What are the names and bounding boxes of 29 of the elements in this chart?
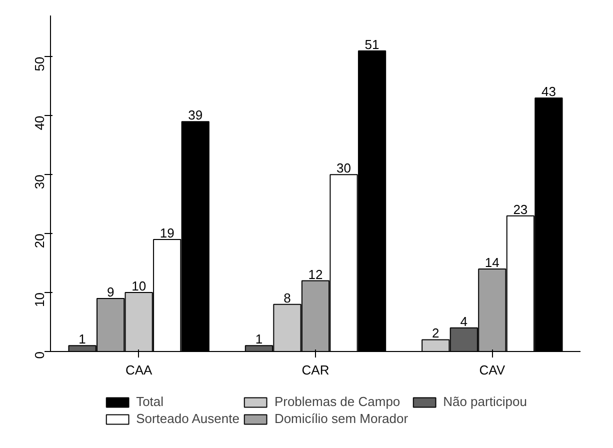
legend-label: Não participou bbox=[443, 394, 527, 409]
data-label: 1 bbox=[78, 332, 86, 347]
x-tick-label: CAV bbox=[479, 362, 506, 378]
y-tick-label: 0 bbox=[32, 351, 47, 359]
data-label: 9 bbox=[106, 284, 114, 300]
data-label: 19 bbox=[160, 226, 174, 240]
legend-label: Domicílio sem Morador bbox=[274, 411, 408, 426]
data-label: 39 bbox=[188, 108, 203, 123]
data-label: 43 bbox=[541, 84, 556, 100]
data-label: 4 bbox=[460, 314, 468, 329]
data-label: 12 bbox=[308, 266, 323, 282]
data-label: 23 bbox=[513, 202, 528, 217]
data-label: 30 bbox=[336, 160, 352, 176]
data-label: 51 bbox=[364, 36, 380, 52]
legend-label: Sorteado Ausente bbox=[136, 411, 240, 426]
data-label: 14 bbox=[484, 254, 500, 270]
y-tick-label: 30 bbox=[32, 174, 47, 190]
data-label: 1 bbox=[255, 332, 263, 347]
legend-label: Problemas de Campo bbox=[274, 394, 400, 409]
y-tick-label: 40 bbox=[32, 116, 47, 130]
data-label: 2 bbox=[432, 326, 440, 341]
data-label: 8 bbox=[284, 290, 291, 306]
x-tick-label: CAR bbox=[302, 362, 330, 378]
y-tick-label: 10 bbox=[32, 292, 47, 308]
data-label: 10 bbox=[132, 278, 146, 294]
y-tick-label: 50 bbox=[32, 56, 47, 72]
x-tick-label: CAA bbox=[125, 362, 153, 378]
legend-label: Total bbox=[136, 394, 164, 409]
y-tick-label: 20 bbox=[32, 234, 47, 248]
